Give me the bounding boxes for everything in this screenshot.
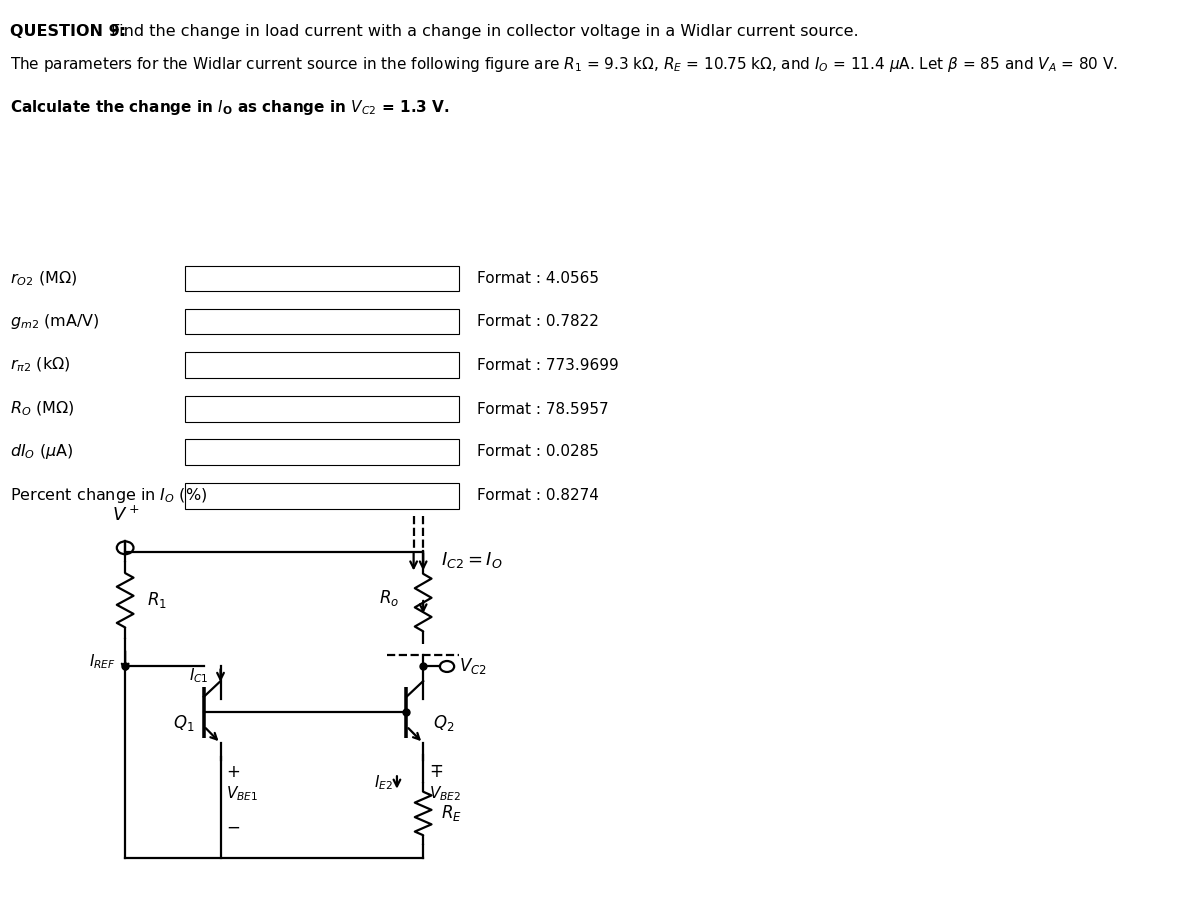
Text: Calculate the change in $\mathbf{\mathit{I}_O}$ as change in $V_{C2}$ = 1.3 V.: Calculate the change in $\mathbf{\mathit…: [10, 98, 449, 117]
Text: The parameters for the Widlar current source in the following figure are $R_1$ =: The parameters for the Widlar current so…: [10, 55, 1118, 74]
Text: Format : 773.9699: Format : 773.9699: [477, 358, 619, 373]
Bar: [185, 439, 459, 465]
Text: $r_{O2}$ (M$\Omega$): $r_{O2}$ (M$\Omega$): [10, 269, 76, 288]
Text: $Q_1$: $Q_1$: [173, 713, 194, 733]
Text: $R_E$: $R_E$: [441, 803, 462, 824]
Text: $-$: $-$: [226, 817, 241, 835]
Text: $Q_2$: $Q_2$: [433, 713, 454, 733]
Text: $V_{C2}$: $V_{C2}$: [459, 656, 486, 677]
Text: Find the change in load current with a change in collector voltage in a Widlar c: Find the change in load current with a c…: [111, 24, 858, 38]
Text: $+$: $+$: [226, 763, 241, 782]
Text: $I_{C1}$: $I_{C1}$: [188, 666, 209, 685]
Text: $r_{\pi 2}$ (k$\Omega$): $r_{\pi 2}$ (k$\Omega$): [10, 356, 70, 374]
Text: Format : 0.7822: Format : 0.7822: [477, 314, 598, 329]
Bar: [185, 309, 459, 334]
Text: Format : 0.0285: Format : 0.0285: [477, 445, 598, 459]
Bar: [185, 352, 459, 378]
Text: $V^+$: $V^+$: [112, 506, 138, 525]
Bar: [185, 483, 459, 509]
Bar: [185, 266, 459, 291]
Text: $V_{BE1}$: $V_{BE1}$: [226, 784, 259, 803]
Text: Format : 0.8274: Format : 0.8274: [477, 488, 598, 503]
Text: $V_{BE2}$: $V_{BE2}$: [429, 784, 461, 803]
Text: QUESTION 9:: QUESTION 9:: [10, 24, 125, 38]
Bar: [185, 396, 459, 422]
Text: $-$: $-$: [429, 755, 443, 773]
Text: $I_{E2}$: $I_{E2}$: [374, 773, 393, 792]
Text: $g_{m2}$ (mA/V): $g_{m2}$ (mA/V): [10, 312, 99, 331]
Text: Percent change in $I_O$ (%): Percent change in $I_O$ (%): [10, 487, 206, 505]
Text: Format : 78.5957: Format : 78.5957: [477, 402, 608, 416]
Text: $R_O$ (M$\Omega$): $R_O$ (M$\Omega$): [10, 400, 74, 418]
Text: $I_{REF}$: $I_{REF}$: [88, 653, 116, 671]
Text: $dI_O$ ($\mu$A): $dI_O$ ($\mu$A): [10, 443, 73, 461]
Text: $+$: $+$: [429, 763, 443, 782]
Text: $I_{C2} = I_O$: $I_{C2} = I_O$: [441, 550, 503, 570]
Text: $R_1$: $R_1$: [147, 591, 167, 610]
Text: Format : 4.0565: Format : 4.0565: [477, 271, 598, 286]
Text: $R_o$: $R_o$: [379, 588, 399, 608]
